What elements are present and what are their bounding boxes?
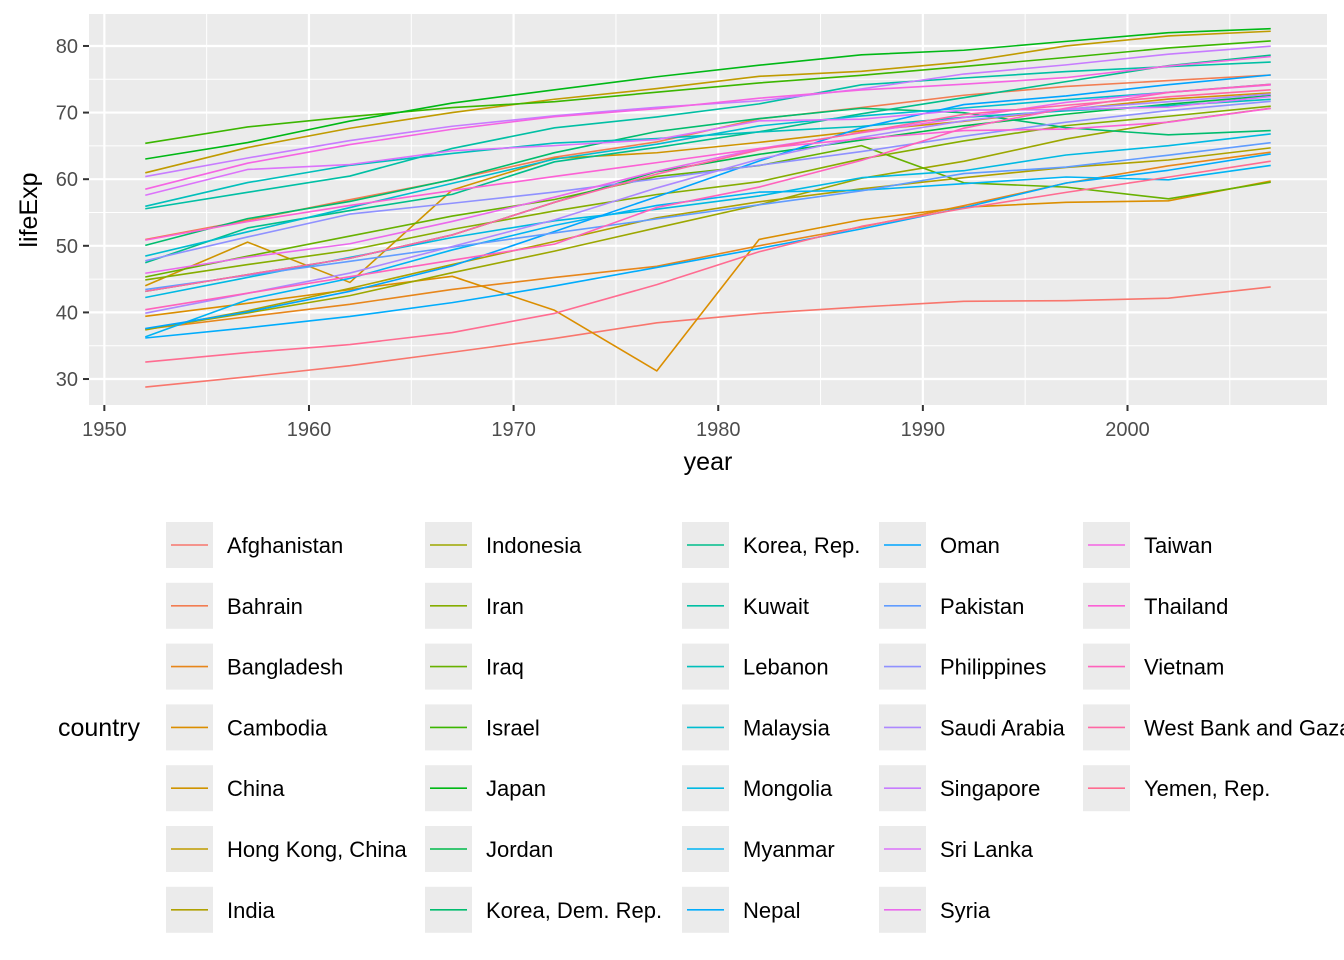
legend-label: Pakistan	[940, 594, 1024, 619]
minor-gridlines	[89, 14, 1327, 405]
legend-label: Sri Lanka	[940, 837, 1034, 862]
legend-label: India	[227, 898, 275, 923]
x-tick-label: 1990	[901, 419, 946, 441]
legend-label: Korea, Dem. Rep.	[486, 898, 662, 923]
legend-label: Oman	[940, 533, 1000, 558]
legend-label: Iran	[486, 594, 524, 619]
series-line	[145, 95, 1271, 197]
legend-label: Malaysia	[743, 715, 831, 740]
x-tick-labels: 1950 1960 1970 1980 1990 2000	[82, 419, 1150, 441]
legend-label: Singapore	[940, 776, 1040, 801]
series-line	[145, 74, 1271, 330]
legend-label: Bangladesh	[227, 655, 343, 680]
legend-label: Cambodia	[227, 715, 328, 740]
legend-label: Hong Kong, China	[227, 837, 408, 862]
series-lines	[144, 27, 1271, 388]
legend-label: Thailand	[1144, 594, 1228, 619]
legend-title: country	[58, 714, 140, 742]
y-tick-label: 80	[56, 36, 78, 58]
legend-label: Mongolia	[743, 776, 833, 801]
legend: Afghanistan Bahrain Bangladesh Cambodia Chin…	[166, 522, 1344, 933]
x-tick-label: 2000	[1105, 419, 1150, 441]
series-line	[145, 100, 1271, 262]
series-line	[145, 89, 1271, 293]
legend-label: China	[227, 776, 285, 801]
y-tick-label: 40	[56, 302, 78, 324]
series-line	[145, 61, 1271, 210]
series-line	[144, 164, 1271, 338]
legend-label: Nepal	[743, 898, 800, 923]
series-line	[145, 107, 1271, 247]
x-tick-label: 1960	[287, 419, 332, 441]
series-line	[145, 286, 1271, 388]
series-line	[145, 141, 1271, 291]
legend-label: Indonesia	[486, 533, 582, 558]
legend-label: Jordan	[486, 837, 553, 862]
legend-label: Yemen, Rep.	[1144, 776, 1270, 801]
x-tick-label: 1950	[82, 419, 127, 441]
series-line	[145, 153, 1271, 339]
series-line	[145, 40, 1271, 145]
series-line	[145, 84, 1271, 275]
x-tick-label: 1980	[696, 419, 741, 441]
series-line	[145, 30, 1271, 174]
x-tick-label: 1970	[491, 419, 536, 441]
legend-label: Israel	[486, 715, 540, 740]
series-line	[145, 107, 1271, 241]
series-line	[145, 83, 1271, 257]
legend-label: Philippines	[940, 655, 1046, 680]
legend-label: Japan	[486, 776, 546, 801]
series-line	[145, 54, 1271, 264]
y-axis-title: lifeExp	[15, 172, 43, 247]
major-gridlines	[89, 14, 1327, 405]
legend-label: Korea, Rep.	[743, 533, 860, 558]
legend-label: Vietnam	[1144, 655, 1224, 680]
y-tick-label: 70	[56, 103, 78, 125]
series-line	[145, 160, 1271, 363]
legend-label: Iraq	[486, 655, 524, 680]
y-tick-labels: 30 40 50 60 70 80	[56, 36, 78, 391]
legend-label: Lebanon	[743, 655, 829, 680]
y-tick-label: 30	[56, 369, 78, 391]
series-line	[145, 83, 1271, 311]
legend-label: Bahrain	[227, 594, 303, 619]
legend-label: Afghanistan	[227, 533, 343, 558]
legend-label: West Bank and Gaza	[1144, 715, 1344, 740]
y-tick-label: 50	[56, 236, 78, 258]
axis-ticks	[83, 44, 1129, 411]
legend-label: Taiwan	[1144, 533, 1212, 558]
legend-label: Syria	[940, 898, 991, 923]
series-line	[145, 107, 1271, 331]
series-line	[145, 105, 1271, 281]
legend-label: Saudi Arabia	[940, 715, 1066, 740]
legend-label: Myanmar	[743, 837, 835, 862]
y-tick-label: 60	[56, 169, 78, 191]
series-line	[145, 147, 1271, 331]
x-axis-title: year	[684, 448, 733, 476]
series-line	[145, 55, 1271, 190]
series-line	[145, 93, 1271, 314]
series-line	[145, 27, 1271, 160]
legend-label: Kuwait	[743, 594, 809, 619]
